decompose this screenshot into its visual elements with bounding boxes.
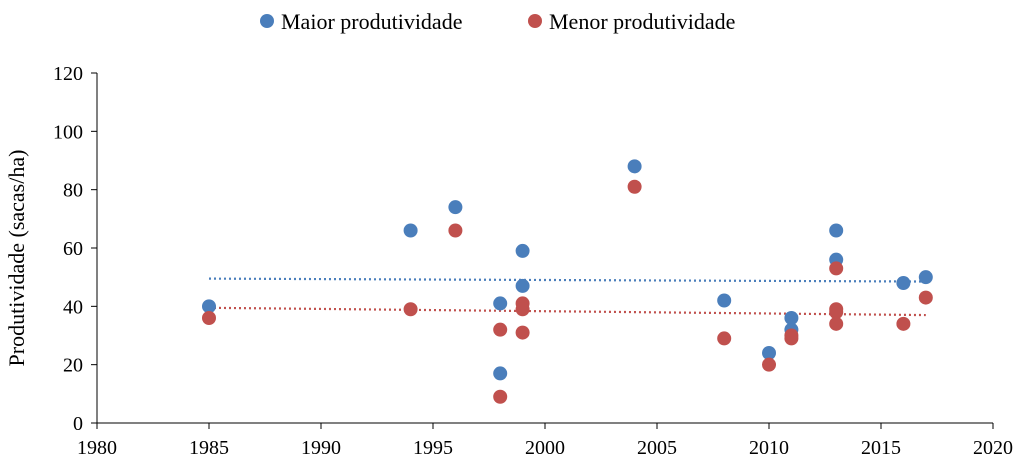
axes [96, 73, 993, 424]
data-point-series-1 [896, 316, 911, 331]
data-point-series-1 [627, 179, 642, 194]
x-tick-label: 2010 [749, 437, 789, 459]
x-tick-label: 2015 [861, 437, 901, 459]
x-tick-label: 2000 [525, 437, 565, 459]
data-point-series-1 [493, 389, 508, 404]
data-point-series-1 [202, 311, 216, 325]
data-point-series-1 [448, 223, 463, 238]
data-point-series-0 [829, 223, 844, 238]
x-tick-label: 1990 [301, 437, 341, 459]
data-point-series-1 [762, 357, 776, 372]
data-point-series-0 [896, 276, 911, 290]
x-tick-label: 1995 [413, 437, 453, 459]
legend-label: Menor produtividade [549, 9, 735, 34]
legend: Maior produtividade Menor produtividade [260, 9, 735, 34]
data-point-series-1 [717, 331, 732, 346]
data-point-series-0 [515, 278, 530, 293]
data-point-series-0 [627, 159, 642, 174]
x-tick-label: 1985 [189, 437, 229, 459]
x-tick-label: 1980 [77, 437, 117, 459]
y-axis-title: Produtividade (sacas/ha) [4, 150, 29, 367]
data-point-series-1 [829, 261, 844, 276]
data-point-series-0 [784, 311, 799, 325]
y-tick-label: 0 [73, 413, 83, 435]
data-point-series-1 [829, 305, 844, 320]
data-point-series-0 [493, 296, 508, 311]
data-point-series-0 [493, 366, 508, 381]
data-point-series-1 [515, 325, 530, 340]
legend-marker [528, 14, 542, 28]
data-point-series-0 [202, 299, 216, 314]
data-point-series-0 [717, 293, 732, 308]
y-tick-label: 60 [63, 238, 83, 260]
data-point-series-0 [762, 346, 776, 360]
trendlines [208, 277, 926, 317]
x-ticks: 1980 1985 1990 1995 2000 2005 2010 2015 2020 [77, 423, 1013, 459]
data-point-series-0 [515, 243, 530, 258]
trendline-series-1 [208, 306, 926, 317]
data-point-series-1 [918, 290, 933, 305]
trendline-series-0 [208, 277, 926, 283]
y-tick-label: 40 [63, 296, 83, 318]
y-tick-label: 100 [53, 121, 83, 143]
data-point-series-1 [784, 331, 799, 346]
x-tick-label: 2005 [637, 437, 677, 459]
y-tick-label: 80 [63, 180, 83, 202]
x-tick-label: 2020 [973, 437, 1013, 459]
data-point-series-0 [448, 200, 463, 215]
data-point-series-1 [829, 316, 844, 331]
y-tick-label: 20 [63, 355, 83, 377]
legend-marker [260, 14, 274, 28]
legend-label: Maior produtividade [281, 9, 462, 34]
y-ticks: 0 20 40 60 80 100 120 [53, 63, 97, 435]
data-point-series-1 [493, 322, 508, 337]
data-point-series-1 [403, 302, 418, 317]
data-point-series-1 [515, 302, 530, 317]
data-points [202, 159, 933, 404]
y-tick-label: 120 [53, 63, 83, 85]
data-point-series-0 [403, 223, 418, 238]
data-point-series-0 [918, 270, 933, 285]
